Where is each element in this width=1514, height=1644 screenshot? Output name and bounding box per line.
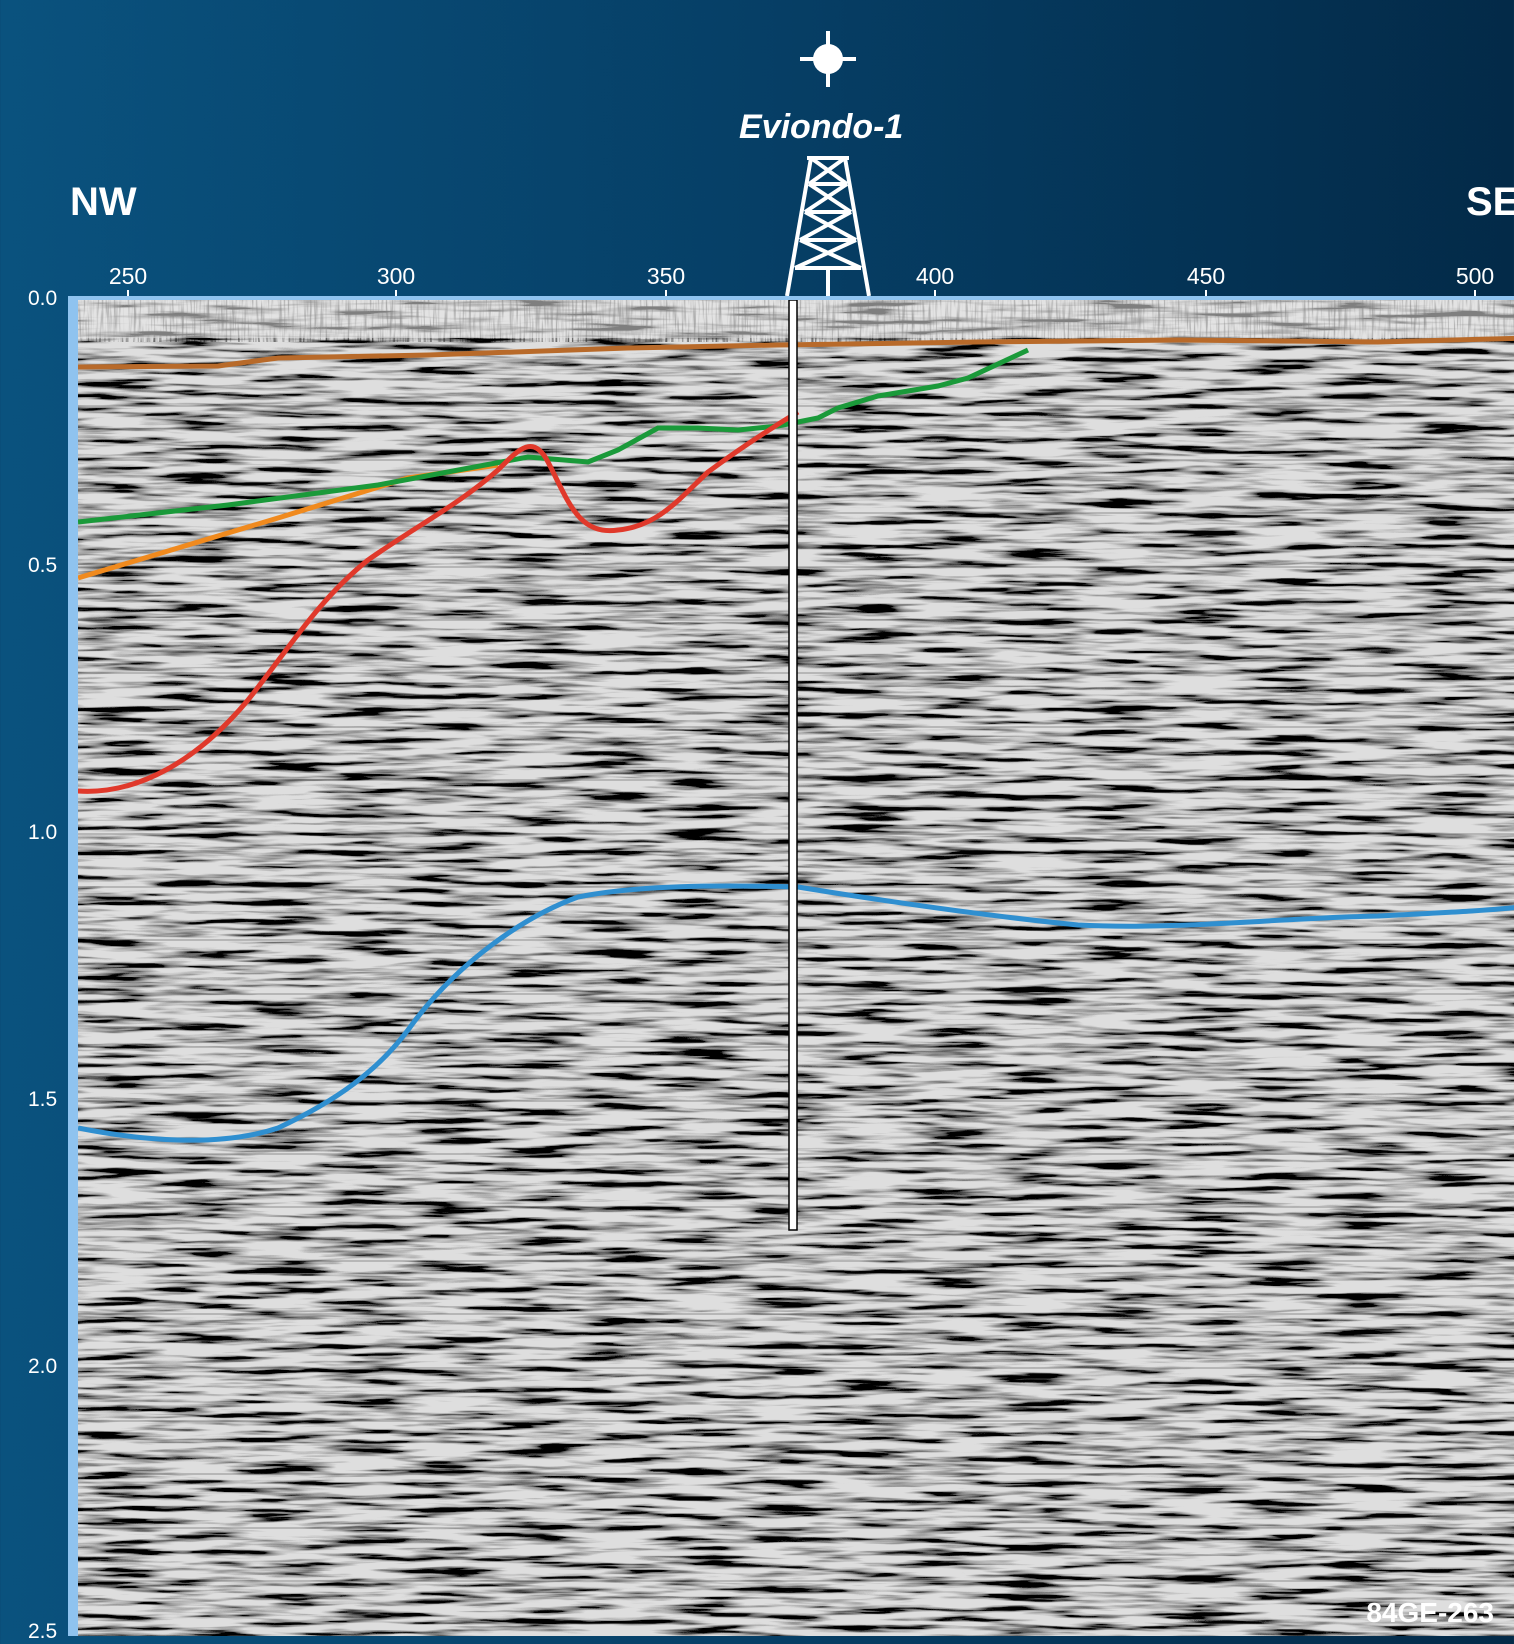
drilling-derrick-icon	[785, 156, 871, 297]
trace-tick-label: 250	[108, 263, 148, 289]
seismic-image	[78, 300, 1514, 1636]
time-tick-label: 2.5	[28, 1620, 58, 1643]
horizon-blue	[78, 883, 1514, 1143]
trace-tick-label: 450	[1186, 263, 1226, 289]
horizon-green	[78, 347, 1030, 525]
time-tick-label: 2.0	[28, 1355, 58, 1378]
horizon-red	[78, 409, 800, 794]
direction-label-nw: NW	[70, 180, 137, 224]
well-path	[788, 300, 798, 1231]
seismic-line-id: 84GE-263	[1366, 1597, 1494, 1628]
time-grid	[78, 405, 1514, 1582]
trace-tick-label: 300	[376, 263, 416, 289]
trace-tick-label: 400	[915, 263, 955, 289]
seismic-section	[78, 300, 1514, 1636]
trace-tick-label: 350	[646, 263, 686, 289]
time-tick-label: 1.5	[28, 1088, 58, 1111]
well-name: Eviondo-1	[739, 108, 904, 146]
trace-tick-label: 500	[1455, 263, 1495, 289]
time-tick-label: 1.0	[28, 821, 58, 844]
direction-label-se: SE	[1466, 180, 1514, 224]
well-location-icon	[800, 31, 856, 87]
horizon-seafloor	[78, 335, 1514, 370]
time-tick-label: 0.5	[28, 554, 58, 577]
time-tick-label: 0.0	[28, 287, 58, 310]
